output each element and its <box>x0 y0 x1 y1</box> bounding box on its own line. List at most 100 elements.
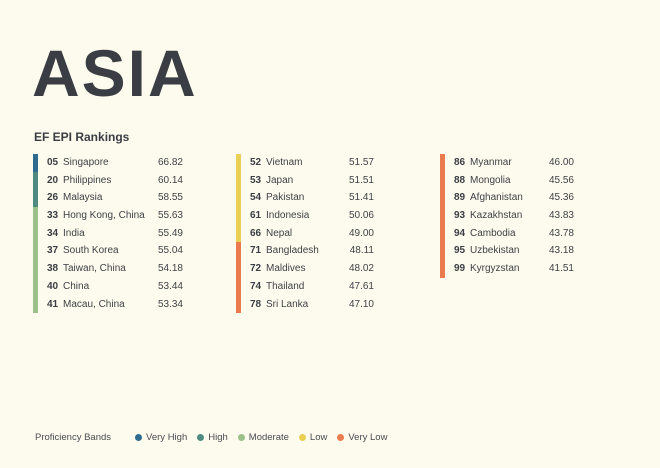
band-color-bar <box>440 189 445 208</box>
epi-score: 51.41 <box>348 192 374 204</box>
epi-score: 66.82 <box>157 157 183 168</box>
ranking-row: 41 Macau, China 53.34 <box>33 295 183 314</box>
ranking-row: 93 Kazakhstan 43.83 <box>440 207 574 225</box>
rankings-column-3: 86 Myanmar 46.00 88 Mongolia 45.56 89 Afghanist… <box>440 154 574 278</box>
legend-label: High <box>208 432 228 443</box>
rank-number: 33 <box>47 210 59 222</box>
epi-score: 50.06 <box>348 210 374 222</box>
ranking-row: 52 Vietnam 51.57 <box>236 154 374 172</box>
epi-score: 46.00 <box>548 157 574 168</box>
ranking-row: 99 Kyrgyzstan 41.51 <box>440 260 574 278</box>
band-color-bar <box>236 277 241 296</box>
country-name: Malaysia <box>63 192 103 204</box>
ranking-row: 05 Singapore 66.82 <box>33 154 183 172</box>
epi-score: 51.57 <box>348 157 374 168</box>
rank-number: 61 <box>250 210 262 222</box>
rank-number: 66 <box>250 227 262 239</box>
rank-number: 38 <box>47 263 59 275</box>
band-color-bar <box>33 171 38 190</box>
band-color-bar <box>33 277 38 296</box>
proficiency-legend: Proficiency Bands Very High High Moderate L… <box>35 432 397 443</box>
band-color-bar <box>236 154 241 172</box>
ranking-row: 33 Hong Kong, China 55.63 <box>33 207 183 225</box>
band-color-bar <box>33 242 38 261</box>
epi-score: 45.36 <box>548 192 574 204</box>
epi-score: 43.18 <box>548 245 574 257</box>
country-name: Hong Kong, China <box>63 210 145 222</box>
rank-number: 37 <box>47 245 59 257</box>
legend-dot-icon <box>237 434 245 441</box>
country-name: Kazakhstan <box>470 210 523 222</box>
band-color-bar <box>236 295 241 314</box>
country-name: Taiwan, China <box>63 263 126 275</box>
band-color-bar <box>33 260 38 278</box>
ranking-row: 61 Indonesia 50.06 <box>236 207 374 225</box>
country-name: Mongolia <box>470 174 511 186</box>
ranking-row: 38 Taiwan, China 54.18 <box>33 260 183 278</box>
rank-number: 71 <box>250 245 262 257</box>
epi-score: 43.78 <box>548 227 574 239</box>
rank-number: 41 <box>47 298 59 310</box>
epi-score: 58.55 <box>157 192 183 204</box>
ranking-row: 37 South Korea 55.04 <box>33 242 183 261</box>
legend-dot-icon <box>197 434 205 441</box>
country-name: Bangladesh <box>266 245 319 257</box>
legend-dot-icon <box>135 434 143 441</box>
ranking-row: 71 Bangladesh 48.11 <box>236 242 374 261</box>
legend-item-very-high: Very High <box>135 432 187 443</box>
country-name: South Korea <box>63 245 119 257</box>
legend-item-low: Low <box>298 432 328 443</box>
rank-number: 88 <box>454 174 466 186</box>
country-name: Macau, China <box>63 298 125 310</box>
band-color-bar <box>440 171 445 190</box>
rank-number: 05 <box>47 157 59 168</box>
band-color-bar <box>236 171 241 190</box>
band-color-bar <box>440 260 445 278</box>
rank-number: 86 <box>454 157 466 168</box>
ranking-row: 95 Uzbekistan 43.18 <box>440 242 574 261</box>
band-color-bar <box>440 154 445 172</box>
rank-number: 40 <box>47 280 59 292</box>
country-name: Pakistan <box>266 192 305 204</box>
band-color-bar <box>440 242 445 261</box>
band-color-bar <box>33 207 38 225</box>
epi-score: 49.00 <box>348 227 374 239</box>
page-title: ASIA <box>32 36 198 110</box>
rank-number: 99 <box>454 263 466 275</box>
rank-number: 93 <box>454 210 466 222</box>
ranking-row: 78 Sri Lanka 47.10 <box>236 295 374 314</box>
country-name: Kyrgyzstan <box>470 263 520 275</box>
band-color-bar <box>236 224 241 243</box>
band-color-bar <box>236 260 241 278</box>
ranking-row: 54 Pakistan 51.41 <box>236 189 374 208</box>
ranking-row: 40 China 53.44 <box>33 277 183 296</box>
epi-score: 45.56 <box>548 174 574 186</box>
country-name: Indonesia <box>266 210 310 222</box>
ranking-row: 94 Cambodia 43.78 <box>440 224 574 243</box>
band-color-bar <box>33 224 38 243</box>
legend-dot-icon <box>337 434 345 441</box>
rank-number: 74 <box>250 280 262 292</box>
section-subtitle: EF EPI Rankings <box>34 130 130 144</box>
rank-number: 94 <box>454 227 466 239</box>
legend-dot-icon <box>298 434 306 441</box>
epi-score: 53.34 <box>157 298 183 310</box>
rank-number: 53 <box>250 174 262 186</box>
ranking-row: 26 Malaysia 58.55 <box>33 189 183 208</box>
legend-label: Low <box>309 432 328 443</box>
band-color-bar <box>440 224 445 243</box>
epi-score: 51.51 <box>348 174 374 186</box>
band-color-bar <box>440 207 445 225</box>
country-name: India <box>63 227 85 239</box>
epi-score: 47.61 <box>348 280 374 292</box>
country-name: Maldives <box>266 263 306 275</box>
rank-number: 26 <box>47 192 59 204</box>
epi-score: 54.18 <box>157 263 183 275</box>
epi-score: 60.14 <box>157 174 183 186</box>
country-name: Afghanistan <box>470 192 523 204</box>
epi-score: 43.83 <box>548 210 574 222</box>
epi-score: 55.04 <box>157 245 183 257</box>
country-name: Myanmar <box>470 157 512 168</box>
band-color-bar <box>33 154 38 172</box>
rank-number: 54 <box>250 192 262 204</box>
